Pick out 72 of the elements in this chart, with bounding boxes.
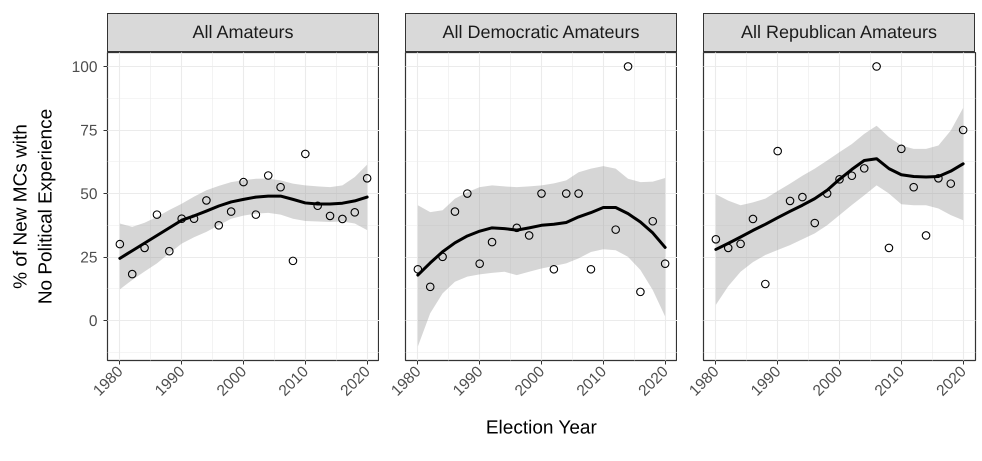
- point: [252, 210, 260, 219]
- point: [362, 174, 372, 183]
- point: [226, 207, 236, 216]
- point: [611, 225, 620, 234]
- point: [660, 259, 670, 268]
- point: [165, 246, 174, 256]
- point: [736, 240, 745, 248]
- point: [946, 179, 956, 188]
- point: [958, 126, 968, 134]
- point: [239, 178, 248, 186]
- point: [724, 244, 733, 252]
- y-tick-label: 75: [80, 122, 98, 140]
- point: [537, 189, 546, 198]
- y-axis-title: % of New MCs with No Political Experience: [10, 108, 57, 304]
- chart-title: All Democratic Amateurs: [442, 21, 640, 44]
- y-tick-label: 50: [80, 186, 98, 204]
- point: [264, 171, 273, 180]
- y-tick-label: 0: [88, 313, 98, 330]
- point: [313, 201, 322, 210]
- point: [586, 264, 596, 274]
- point: [712, 234, 720, 244]
- line-series: [118, 194, 369, 260]
- point: [909, 182, 918, 192]
- point: [116, 240, 124, 248]
- point: [884, 244, 894, 252]
- point: [288, 256, 298, 266]
- point: [934, 174, 943, 183]
- point: [636, 288, 645, 296]
- point: [350, 208, 360, 217]
- point: [438, 252, 447, 262]
- point: [338, 214, 347, 224]
- point: [835, 175, 844, 184]
- point: [550, 264, 558, 274]
- chart-title: All Amateurs: [192, 21, 294, 44]
- point: [748, 214, 758, 224]
- point: [463, 189, 472, 198]
- point: [848, 171, 856, 180]
- point: [140, 244, 149, 252]
- point: [177, 214, 186, 223]
- point: [152, 210, 162, 219]
- point: [450, 207, 460, 216]
- point: [786, 196, 794, 206]
- point: [761, 280, 770, 288]
- point: [822, 189, 832, 198]
- point: [648, 216, 658, 226]
- point: [562, 189, 571, 198]
- point: [872, 62, 881, 71]
- point: [810, 218, 820, 228]
- point: [128, 270, 137, 278]
- point: [426, 282, 435, 292]
- point: [414, 264, 422, 274]
- y-tick-label: 25: [80, 250, 98, 267]
- chart-title: All Republican Amateurs: [740, 21, 938, 44]
- point: [798, 192, 807, 202]
- point: [214, 221, 224, 230]
- point: [190, 214, 198, 223]
- point: [773, 146, 782, 156]
- point: [524, 231, 534, 240]
- point: [922, 231, 930, 240]
- point: [574, 189, 583, 198]
- point: [475, 259, 484, 268]
- x-axis-title: Election Year: [486, 418, 598, 439]
- point: [512, 224, 522, 232]
- point: [276, 182, 285, 192]
- point: [301, 150, 310, 158]
- point: [897, 144, 906, 154]
- point: [202, 196, 211, 205]
- y-tick-label: 100: [72, 58, 98, 76]
- point: [488, 238, 496, 246]
- point: [860, 164, 869, 173]
- point: [624, 62, 632, 71]
- point: [326, 212, 334, 220]
